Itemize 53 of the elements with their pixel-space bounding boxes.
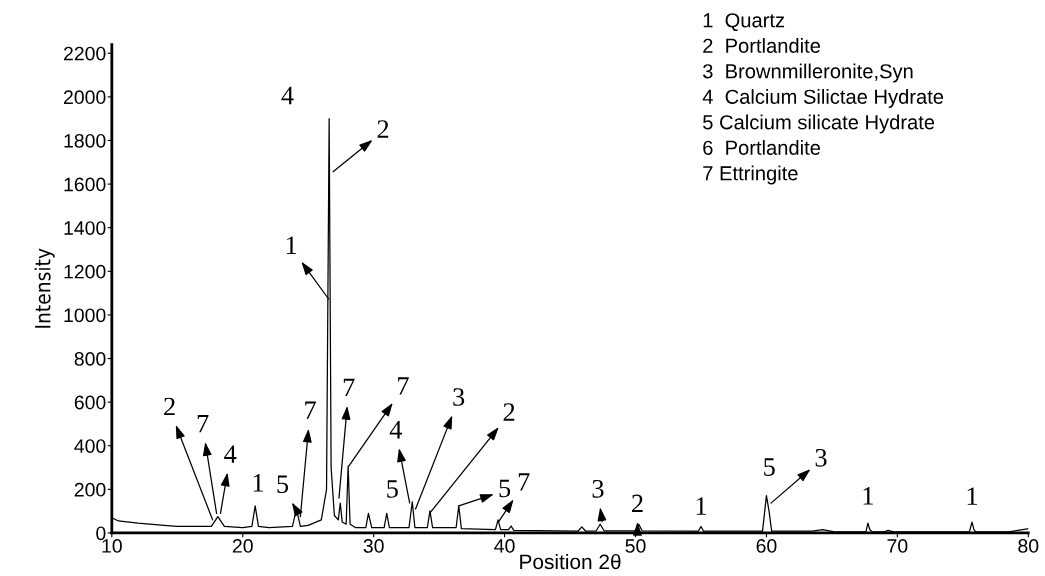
annotation: 7 bbox=[518, 473, 530, 491]
annotation: 5 bbox=[764, 458, 775, 476]
annotation: 3 bbox=[815, 448, 827, 467]
annotation: 2 bbox=[164, 397, 175, 416]
annotation: 3 Brownmilleronite,Syn bbox=[703, 63, 913, 83]
x-axis-title: Position 2θ bbox=[520, 553, 621, 570]
annotation: 5 bbox=[499, 479, 511, 498]
x-tick-label: 10 bbox=[102, 539, 122, 553]
annotation: 7 Ettringite bbox=[703, 165, 798, 185]
x-tick-label: 60 bbox=[756, 539, 777, 553]
annotation: 4 bbox=[389, 421, 402, 439]
annotation: 2 bbox=[377, 120, 389, 138]
annotation: 1 bbox=[286, 236, 297, 254]
annotation: 4 bbox=[224, 445, 237, 463]
annotation: 1 bbox=[696, 497, 706, 515]
annotation: 2 bbox=[503, 403, 515, 421]
annotation: 7 bbox=[305, 401, 316, 419]
annotation: 5 bbox=[387, 480, 398, 498]
y-tick-label: 1200 bbox=[64, 264, 106, 279]
y-axis-title: Intensity bbox=[34, 248, 55, 328]
y-tick-label: 1400 bbox=[64, 221, 106, 235]
y-tick-label: 2200 bbox=[63, 46, 106, 61]
y-tick-label: 800 bbox=[74, 351, 106, 366]
y-tick-label: 1800 bbox=[64, 133, 106, 148]
x-tick-label: 50 bbox=[625, 539, 646, 553]
annotation: 6 Portlandite bbox=[703, 140, 821, 155]
y-tick-label: 1000 bbox=[64, 308, 106, 323]
text: 1 Quartz bbox=[703, 13, 785, 32]
x-tick-label: 80 bbox=[1018, 539, 1039, 553]
annotation: 5 Calcium silicate Hydrate bbox=[703, 114, 935, 134]
annotation: 7 bbox=[197, 414, 209, 433]
y-tick-label: 600 bbox=[74, 395, 106, 410]
annotation: 4 bbox=[281, 86, 294, 105]
annotation: 3 bbox=[453, 388, 465, 406]
x-tick-label: 20 bbox=[232, 539, 253, 553]
annotation: 1 bbox=[967, 487, 977, 505]
y-tick-label: 2000 bbox=[63, 90, 106, 105]
y-tick-label: 0 bbox=[96, 526, 106, 541]
annotation: 7 bbox=[398, 377, 409, 395]
y-tick-label: 200 bbox=[74, 482, 106, 497]
x-tick-label: 70 bbox=[887, 539, 908, 553]
x-tick-label: 30 bbox=[363, 539, 384, 553]
annotation: 2 Portlandite bbox=[703, 38, 821, 53]
y-tick-label: 1600 bbox=[64, 177, 106, 192]
annotation: 5 bbox=[277, 475, 289, 494]
annotation: 2 bbox=[632, 494, 643, 513]
annotation: 7 bbox=[343, 378, 355, 397]
x-tick-label: 40 bbox=[494, 539, 515, 553]
annotation: 1 bbox=[253, 474, 263, 492]
annotation: 3 bbox=[592, 479, 604, 498]
annotation: 4 Calcium Silictae Hydrate bbox=[702, 89, 944, 108]
y-tick-label: 400 bbox=[74, 439, 106, 453]
annotation: 1 bbox=[863, 487, 873, 505]
